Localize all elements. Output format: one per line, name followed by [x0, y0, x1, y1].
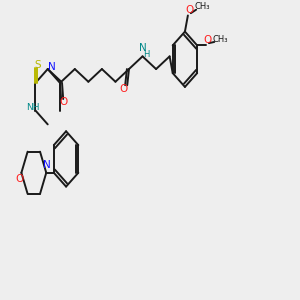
Text: CH₃: CH₃	[213, 34, 229, 43]
Text: CH₃: CH₃	[195, 2, 210, 11]
Text: S: S	[34, 60, 40, 70]
Text: O: O	[203, 35, 211, 45]
Text: N: N	[43, 160, 51, 170]
Text: N: N	[139, 43, 147, 53]
Text: O: O	[59, 98, 68, 107]
Text: N: N	[48, 62, 56, 72]
Text: O: O	[119, 84, 127, 94]
Text: H: H	[143, 50, 150, 58]
Text: NH: NH	[26, 103, 40, 112]
Text: O: O	[16, 173, 24, 184]
Text: O: O	[185, 5, 193, 15]
